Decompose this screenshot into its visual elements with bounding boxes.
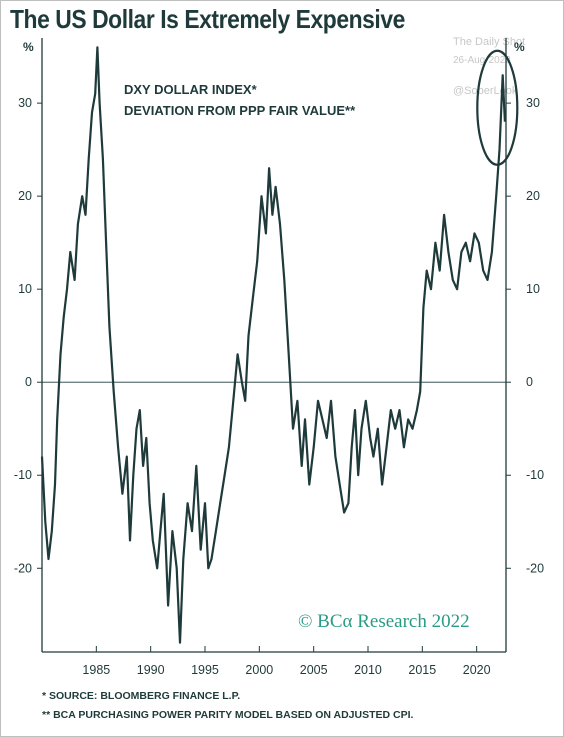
footnote-model: ** BCA PURCHASING POWER PARITY MODEL BAS… bbox=[42, 709, 414, 721]
y-unit-right: % bbox=[514, 40, 525, 54]
annotation-line-1: DXY DOLLAR INDEX* bbox=[124, 82, 258, 97]
annotation-line-2: DEVIATION FROM PPP FAIR VALUE** bbox=[124, 103, 356, 118]
x-tick-label: 1995 bbox=[191, 663, 219, 677]
y-tick-label-right: -10 bbox=[526, 468, 544, 482]
highlight-ellipse bbox=[476, 49, 519, 166]
y-tick-label-left: -10 bbox=[14, 468, 32, 482]
y-tick-label-right: 0 bbox=[526, 375, 533, 389]
y-tick-label-left: 0 bbox=[25, 375, 32, 389]
watermark-date: 26-Aug-2022 bbox=[453, 55, 511, 66]
chart-title: The US Dollar Is Extremely Expensive bbox=[10, 4, 405, 34]
x-tick-label: 2005 bbox=[300, 663, 328, 677]
footnote-source: * SOURCE: BLOOMBERG FINANCE L.P. bbox=[42, 690, 241, 702]
y-tick-label-left: 20 bbox=[18, 189, 32, 203]
bca-watermark: © BCα Research 2022 bbox=[298, 611, 470, 632]
y-tick-label-left: -20 bbox=[14, 561, 32, 575]
y-tick-label-right: 20 bbox=[526, 189, 540, 203]
y-tick-label-right: 10 bbox=[526, 282, 540, 296]
chart-annotation: DXY DOLLAR INDEX* DEVIATION FROM PPP FAI… bbox=[124, 82, 356, 118]
y-tick-label-right: -20 bbox=[526, 561, 544, 575]
x-tick-label: 2020 bbox=[463, 663, 491, 677]
x-tick-label: 2015 bbox=[408, 663, 436, 677]
x-tick-label: 1990 bbox=[137, 663, 165, 677]
y-unit-left: % bbox=[23, 40, 34, 54]
watermark-source: The Daily Shot bbox=[453, 36, 526, 48]
x-tick-label: 2000 bbox=[245, 663, 273, 677]
series-line-dxy-deviation bbox=[40, 46, 506, 644]
x-tick-label: 2010 bbox=[354, 663, 382, 677]
y-tick-label-left: 30 bbox=[18, 96, 32, 110]
y-tick-label-left: 10 bbox=[18, 282, 32, 296]
x-tick-label: 1985 bbox=[82, 663, 110, 677]
y-tick-label-right: 30 bbox=[526, 96, 540, 110]
